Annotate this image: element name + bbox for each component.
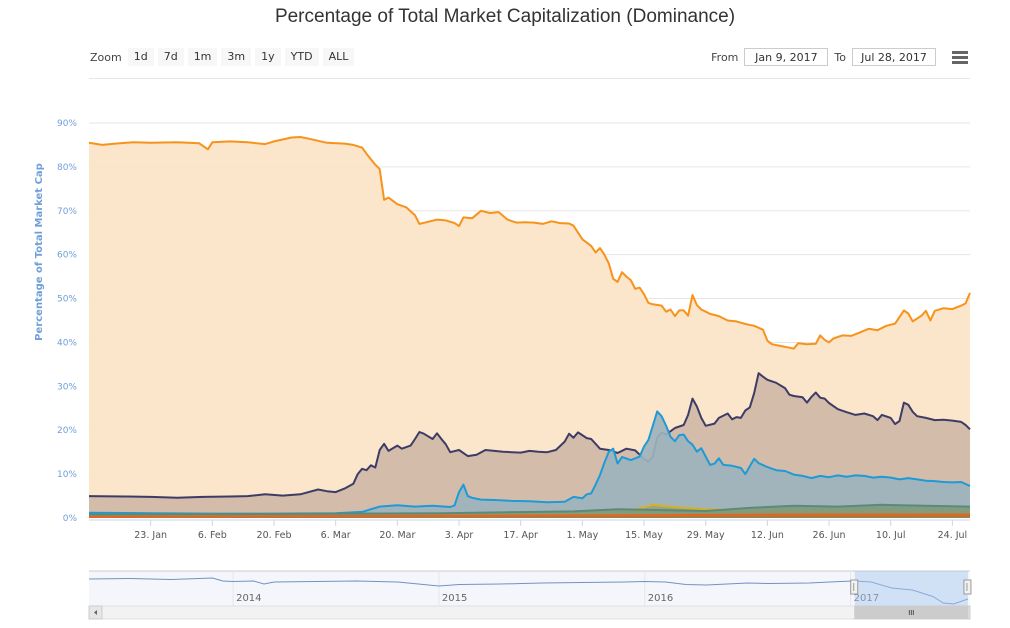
x-tick-label: 23. Jan [134,530,167,541]
y-tick-label: 90% [57,119,77,129]
x-tick-label: 29. May [687,530,725,541]
from-date-input[interactable]: Jan 9, 2017 [744,48,829,66]
x-tick-label: 6. Feb [198,530,227,541]
x-axis: 23. Jan 6. Feb 20. Feb 6. Mar 20. Mar 3. Apr 1… [89,519,970,541]
zoom-7d-button[interactable]: 7d [157,48,184,66]
x-tick-label: 17. Apr [503,530,538,541]
y-tick-label: 70% [57,207,77,217]
navigator-selection[interactable] [854,571,968,606]
navigator-year-label: 2017 [854,593,879,604]
x-tick-label: 26. Jun [813,530,846,541]
line-ripple [88,410,971,515]
hamburger-menu-icon[interactable] [952,51,968,65]
navigator: 2014 2015 2016 2017 [88,570,972,620]
x-tick-label: 15. May [625,530,663,541]
zoom-label: Zoom [90,50,122,64]
x-tick-label: 20. Mar [379,530,415,541]
y-tick-label: 20% [57,426,77,436]
line-others [88,503,971,516]
line-dash [88,513,970,518]
zoom-3m-button[interactable]: 3m [221,48,252,66]
x-tick-label: 6. Mar [321,530,351,541]
y-tick-label: 30% [57,382,77,392]
navigator-line [88,577,969,605]
series-areas [88,136,971,518]
y-tick-label: 50% [57,295,77,305]
area-ripple [89,411,970,518]
zoom-selector: Zoom 1d 7d 1m 3m 1y YTD ALL [90,47,358,67]
x-tick-label: 10. Jul [876,530,906,541]
x-tick-label: 1. May [566,530,598,541]
navigator-background [89,571,970,606]
zoom-1m-button[interactable]: 1m [187,48,218,66]
y-tick-label: 10% [57,470,77,480]
y-tick-label: 40% [57,338,77,348]
y-axis-ticks: 0% 10% 20% 30% 40% 50% 60% 70% 80% 90% [57,119,77,524]
y-axis-label: Percentage of Total Market Cap [34,163,45,341]
to-label: To [834,50,846,64]
date-range-selector: From Jan 9, 2017 To Jul 28, 2017 [705,47,936,67]
scrollbar-track [88,605,971,620]
arrow-left-icon [94,610,97,615]
x-tick-label: 20. Feb [257,530,292,541]
from-label: From [711,50,739,64]
zoom-1d-button[interactable]: 1d [127,48,154,66]
zoom-ytd-button[interactable]: YTD [284,48,319,66]
menu-bar [952,61,968,64]
navigator-year-label: 2016 [648,593,673,604]
chart-title: Percentage of Total Market Capitalizatio… [274,6,736,27]
y-tick-label: 60% [57,251,77,261]
menu-bar [952,51,968,54]
header-divider [89,78,970,79]
x-tick-label: 12. Jun [751,530,784,541]
x-tick-label: 24. Jul [938,530,968,541]
y-tick-label: 80% [57,163,77,173]
zoom-all-button[interactable]: ALL [322,48,355,66]
line-bitcoin [88,136,971,350]
menu-bar [952,56,968,59]
y-tick-label: 0% [63,514,78,524]
to-date-input[interactable]: Jul 28, 2017 [852,48,936,66]
navigator-year-label: 2015 [442,593,467,604]
zoom-1y-button[interactable]: 1y [255,48,281,66]
x-tick-label: 3. Apr [445,530,474,541]
navigator-year-label: 2014 [236,593,261,604]
